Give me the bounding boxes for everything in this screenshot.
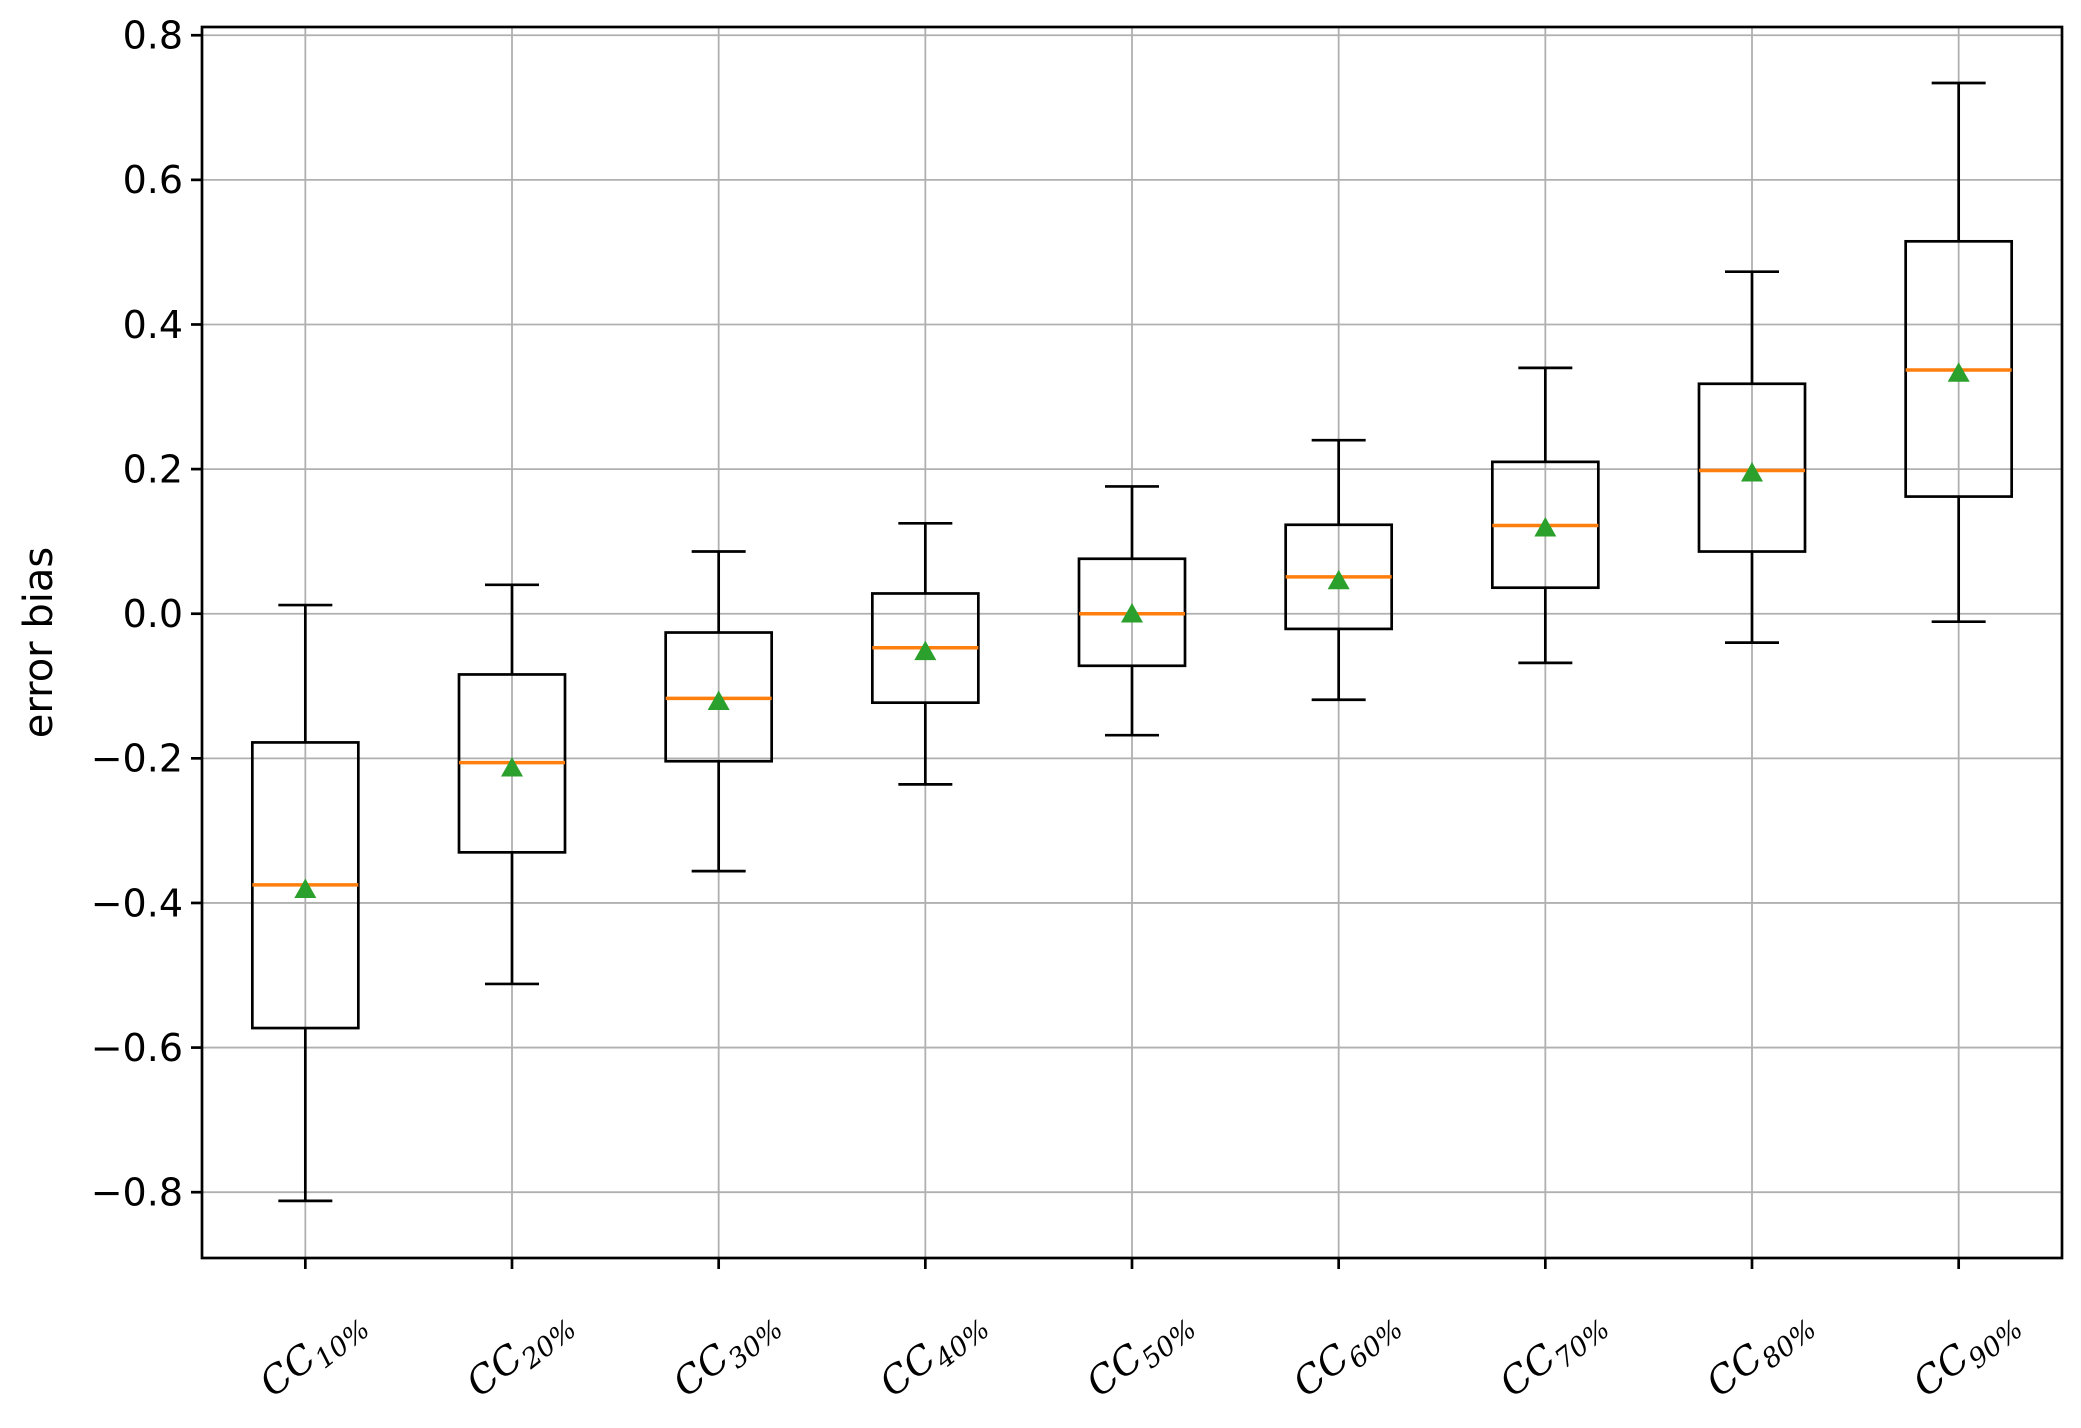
mean-triangle-icon bbox=[707, 690, 730, 710]
mean-triangle-icon bbox=[1534, 516, 1557, 537]
y-tick-label: −0.6 bbox=[91, 1026, 183, 1070]
boxplot-CC20% bbox=[457, 583, 567, 986]
boxplot-CC50% bbox=[1077, 485, 1187, 737]
y-tick-label: 0.4 bbox=[123, 303, 183, 347]
y-tick-label: −0.4 bbox=[91, 881, 183, 925]
boxplot-CC90% bbox=[1904, 81, 2014, 624]
boxplot-CC10% bbox=[250, 603, 360, 1203]
mean-triangle-icon bbox=[914, 640, 937, 661]
mean-triangle-icon bbox=[1947, 362, 1970, 382]
mean-triangle-icon bbox=[294, 878, 317, 898]
y-tick-label: 0.2 bbox=[123, 447, 183, 491]
boxplot-CC60% bbox=[1284, 438, 1394, 702]
y-tick-label: −0.2 bbox=[91, 737, 183, 781]
boxplot-CC40% bbox=[870, 521, 980, 786]
mean-triangle-icon bbox=[1121, 602, 1143, 623]
y-axis-label: error bias bbox=[16, 547, 62, 738]
boxplot-CC70% bbox=[1490, 366, 1600, 665]
mean-triangle-icon bbox=[501, 757, 523, 777]
y-tick-label: −0.8 bbox=[91, 1170, 183, 1214]
iqr-box bbox=[1697, 382, 1807, 553]
boxplot-CC30% bbox=[664, 550, 774, 873]
mean-triangle-icon bbox=[1327, 569, 1350, 590]
y-tick-label: 0.6 bbox=[123, 158, 183, 202]
y-tick-label: 0.0 bbox=[123, 592, 183, 636]
boxplot-CC80% bbox=[1697, 270, 1807, 644]
mean-triangle-icon bbox=[1741, 461, 1763, 482]
y-tick-label: 0.8 bbox=[123, 14, 183, 58]
